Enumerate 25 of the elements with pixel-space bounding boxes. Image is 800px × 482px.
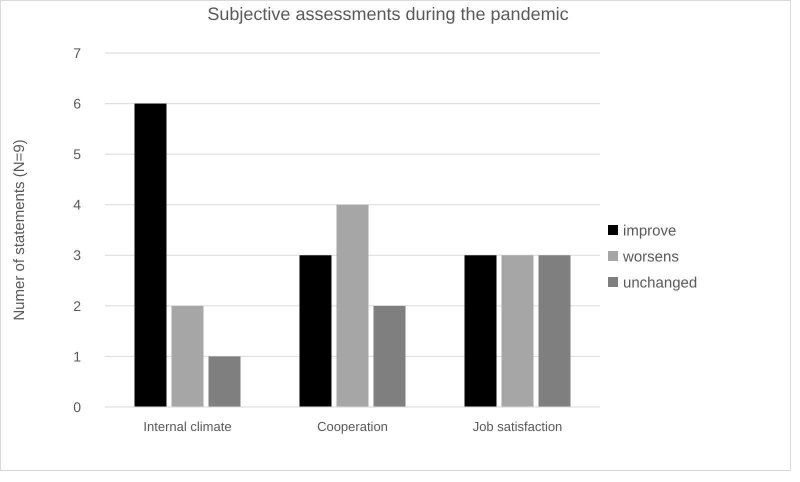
chart-title: Subjective assessments during the pandemic xyxy=(207,4,569,24)
y-tick-label: 6 xyxy=(73,95,82,112)
bar xyxy=(134,104,166,407)
y-tick-label: 7 xyxy=(73,44,82,61)
y-tick-label: 2 xyxy=(73,298,82,314)
y-tick-label: 1 xyxy=(73,348,82,364)
bar xyxy=(172,306,204,407)
bar xyxy=(374,306,406,407)
legend-label: unchanged xyxy=(623,274,698,292)
legend-label: improve xyxy=(623,222,676,240)
y-tick-label: 0 xyxy=(73,398,82,415)
bar xyxy=(538,255,570,407)
bar xyxy=(502,255,534,407)
y-tick-label: 4 xyxy=(73,196,82,213)
x-tick-label: Internal climate xyxy=(143,419,232,434)
bar xyxy=(208,356,240,407)
x-tick-label: Job satisfaction xyxy=(472,419,562,434)
y-axis-title: Numer of statements (N=9) xyxy=(11,139,28,321)
bar xyxy=(300,255,332,407)
bar xyxy=(464,255,496,407)
bar xyxy=(336,204,368,407)
x-tick-label: Cooperation xyxy=(317,419,388,434)
y-tick-label: 5 xyxy=(73,146,82,162)
legend-label: worsens xyxy=(622,248,679,266)
y-tick-label: 3 xyxy=(73,247,82,264)
